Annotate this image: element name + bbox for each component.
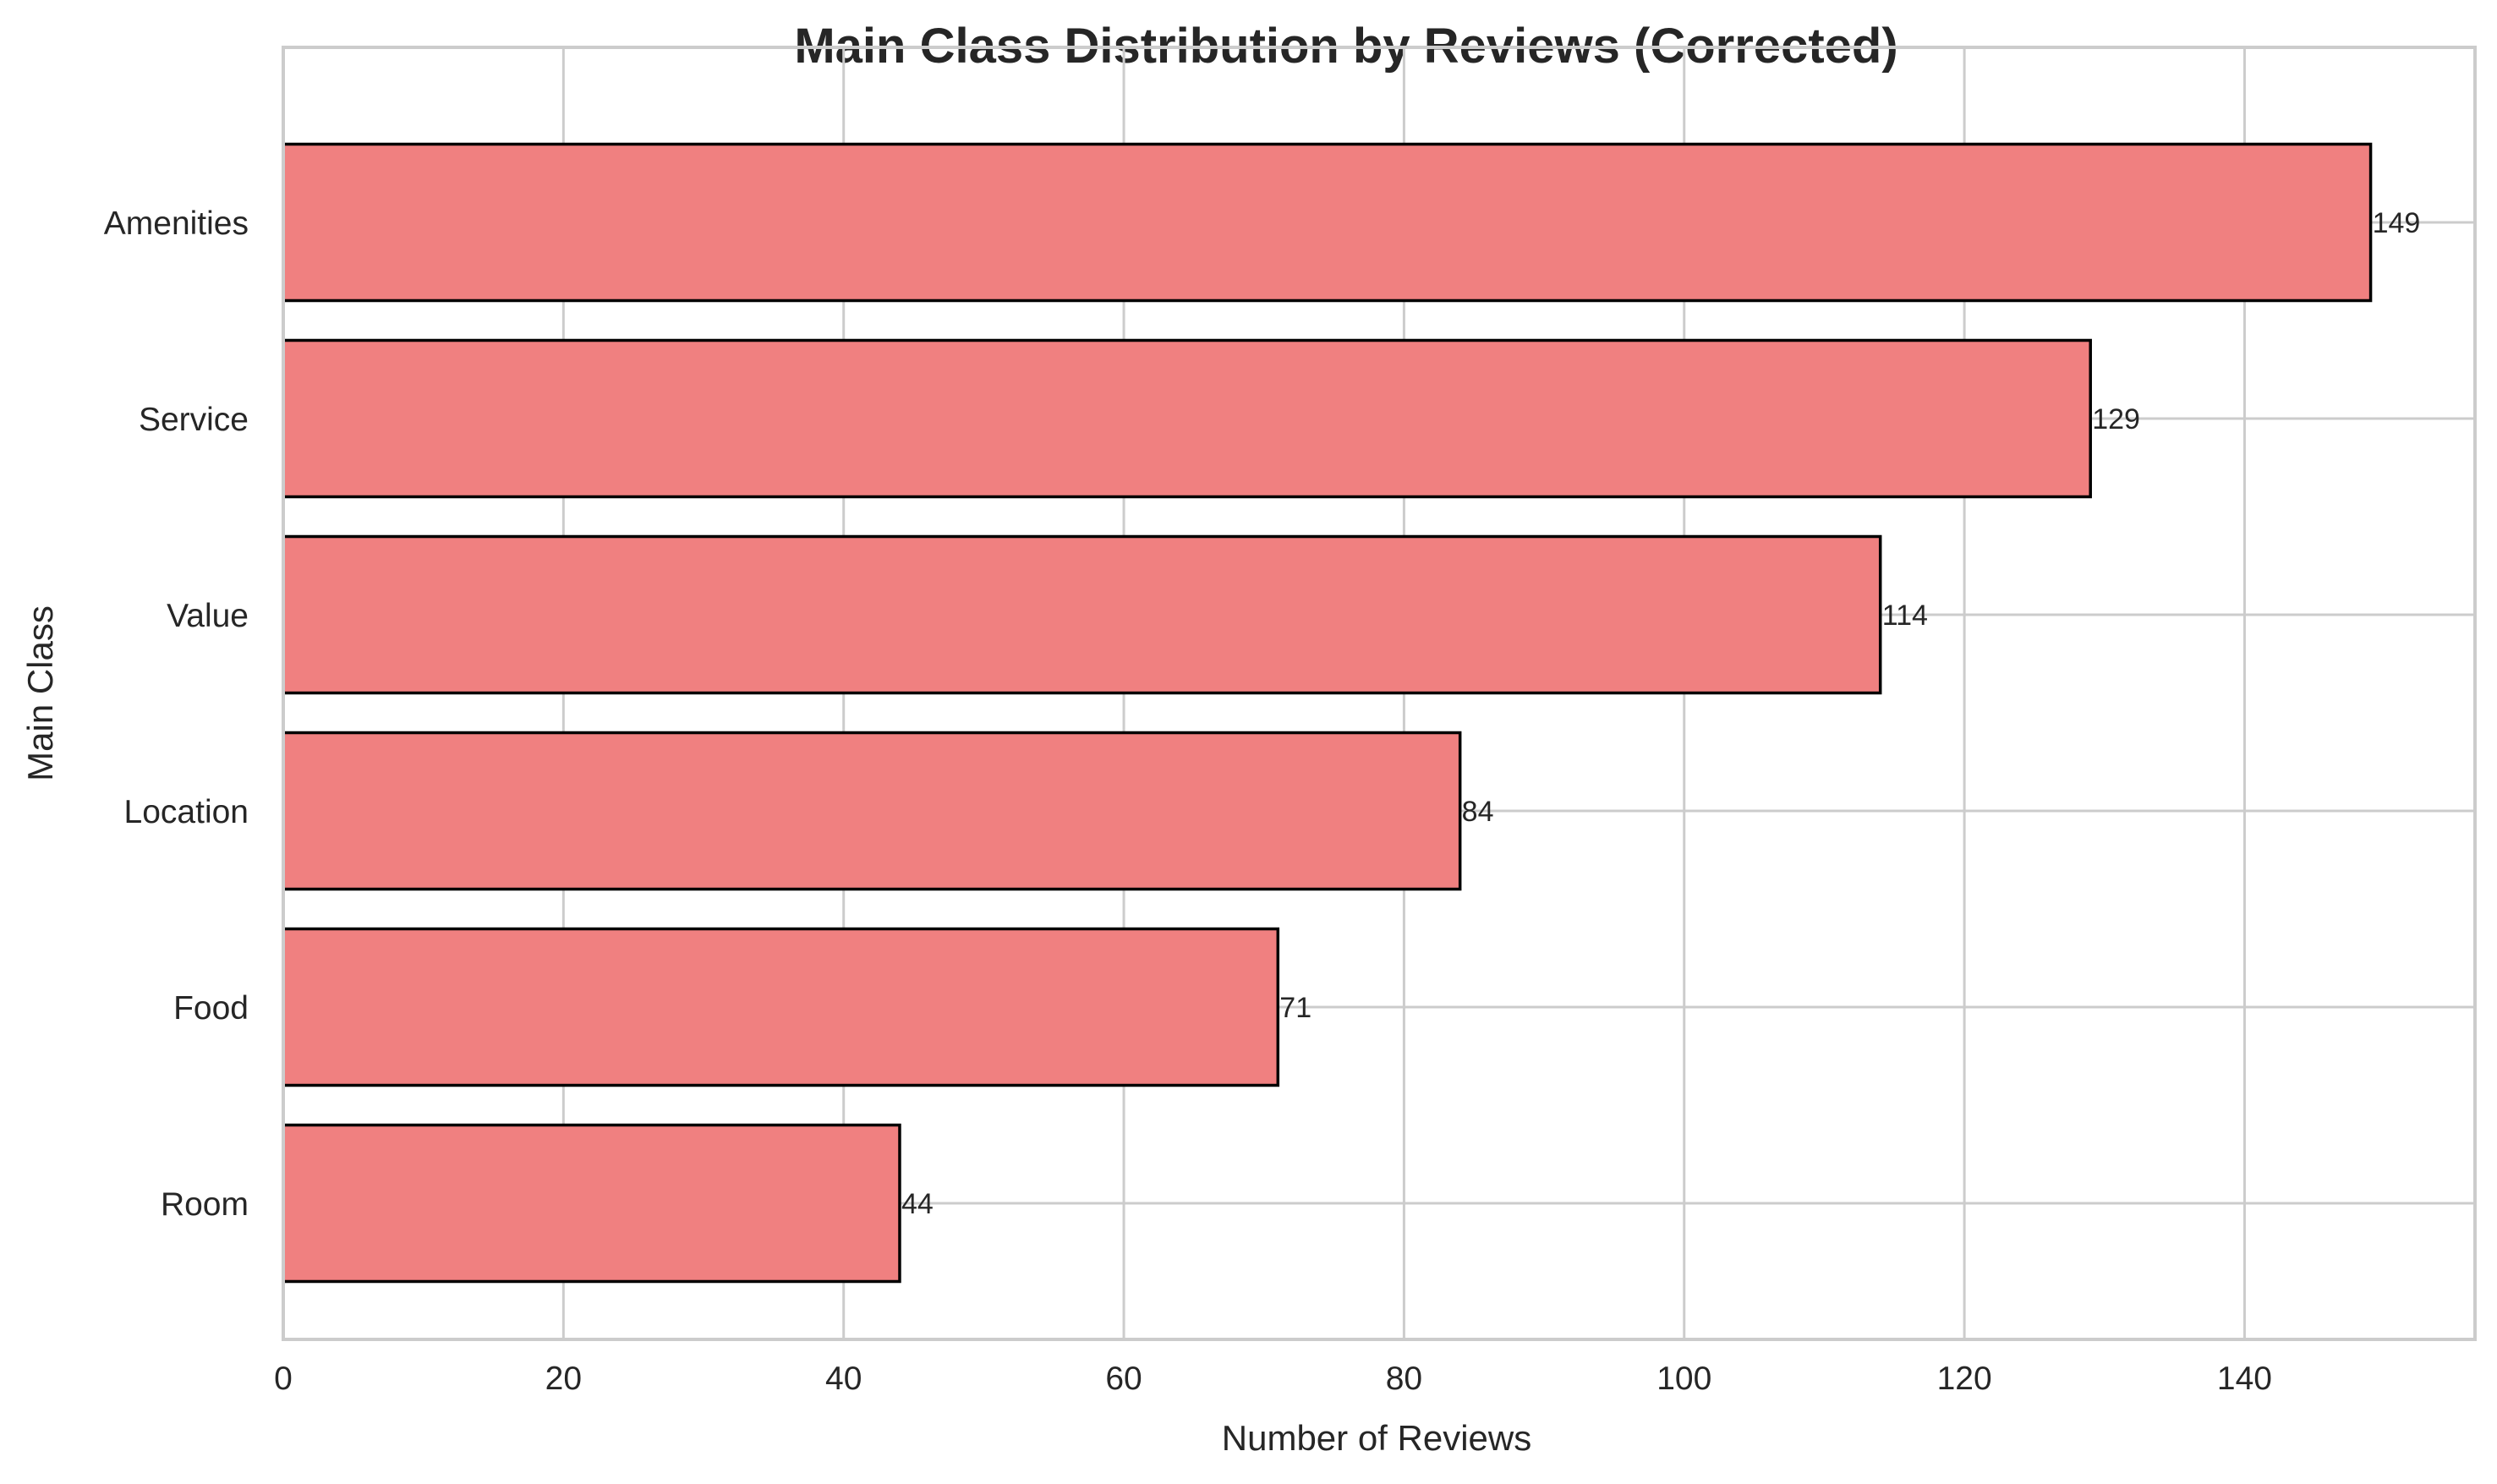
y-axis-label: Main Class [20,605,60,781]
data-label: 84 [1462,796,1494,828]
bar [282,927,1280,1087]
x-tick-label: 20 [545,1361,582,1397]
y-tick-label: Value [167,598,249,634]
y-tick-label: Amenities [104,205,249,242]
y-tick-label: Service [139,402,249,438]
data-label: 129 [2092,403,2140,435]
x-tick-label: 100 [1656,1361,1711,1397]
data-label: 71 [1279,992,1311,1024]
x-tick-label: 0 [274,1361,293,1397]
x-axis-label: Number of Reviews [1222,1418,1531,1458]
x-tick-label: 140 [2217,1361,2272,1397]
x-tick-label: 60 [1105,1361,1142,1397]
x-tick-label: 40 [825,1361,862,1397]
bar [282,338,2092,499]
x-tick-label: 80 [1386,1361,1422,1397]
y-tick-labels: Amenities Service Value Location Food Room [104,205,249,1223]
bar [282,1123,901,1284]
plot-frame [282,46,2477,1341]
data-labels: 149 129 114 84 71 44 [901,207,2420,1220]
data-label: 44 [901,1188,934,1220]
y-tick-label: Room [161,1186,249,1223]
bars [282,142,2373,1284]
bar [282,534,1882,695]
y-tick-label: Location [124,794,249,830]
bar [282,731,1462,891]
y-tick-label: Food [173,990,249,1027]
data-label: 149 [2373,207,2421,239]
bar [282,142,2373,303]
x-tick-labels: 0 20 40 60 80 100 120 140 [274,1361,2272,1397]
data-label: 114 [1882,600,1928,632]
x-tick-label: 120 [1937,1361,1992,1397]
